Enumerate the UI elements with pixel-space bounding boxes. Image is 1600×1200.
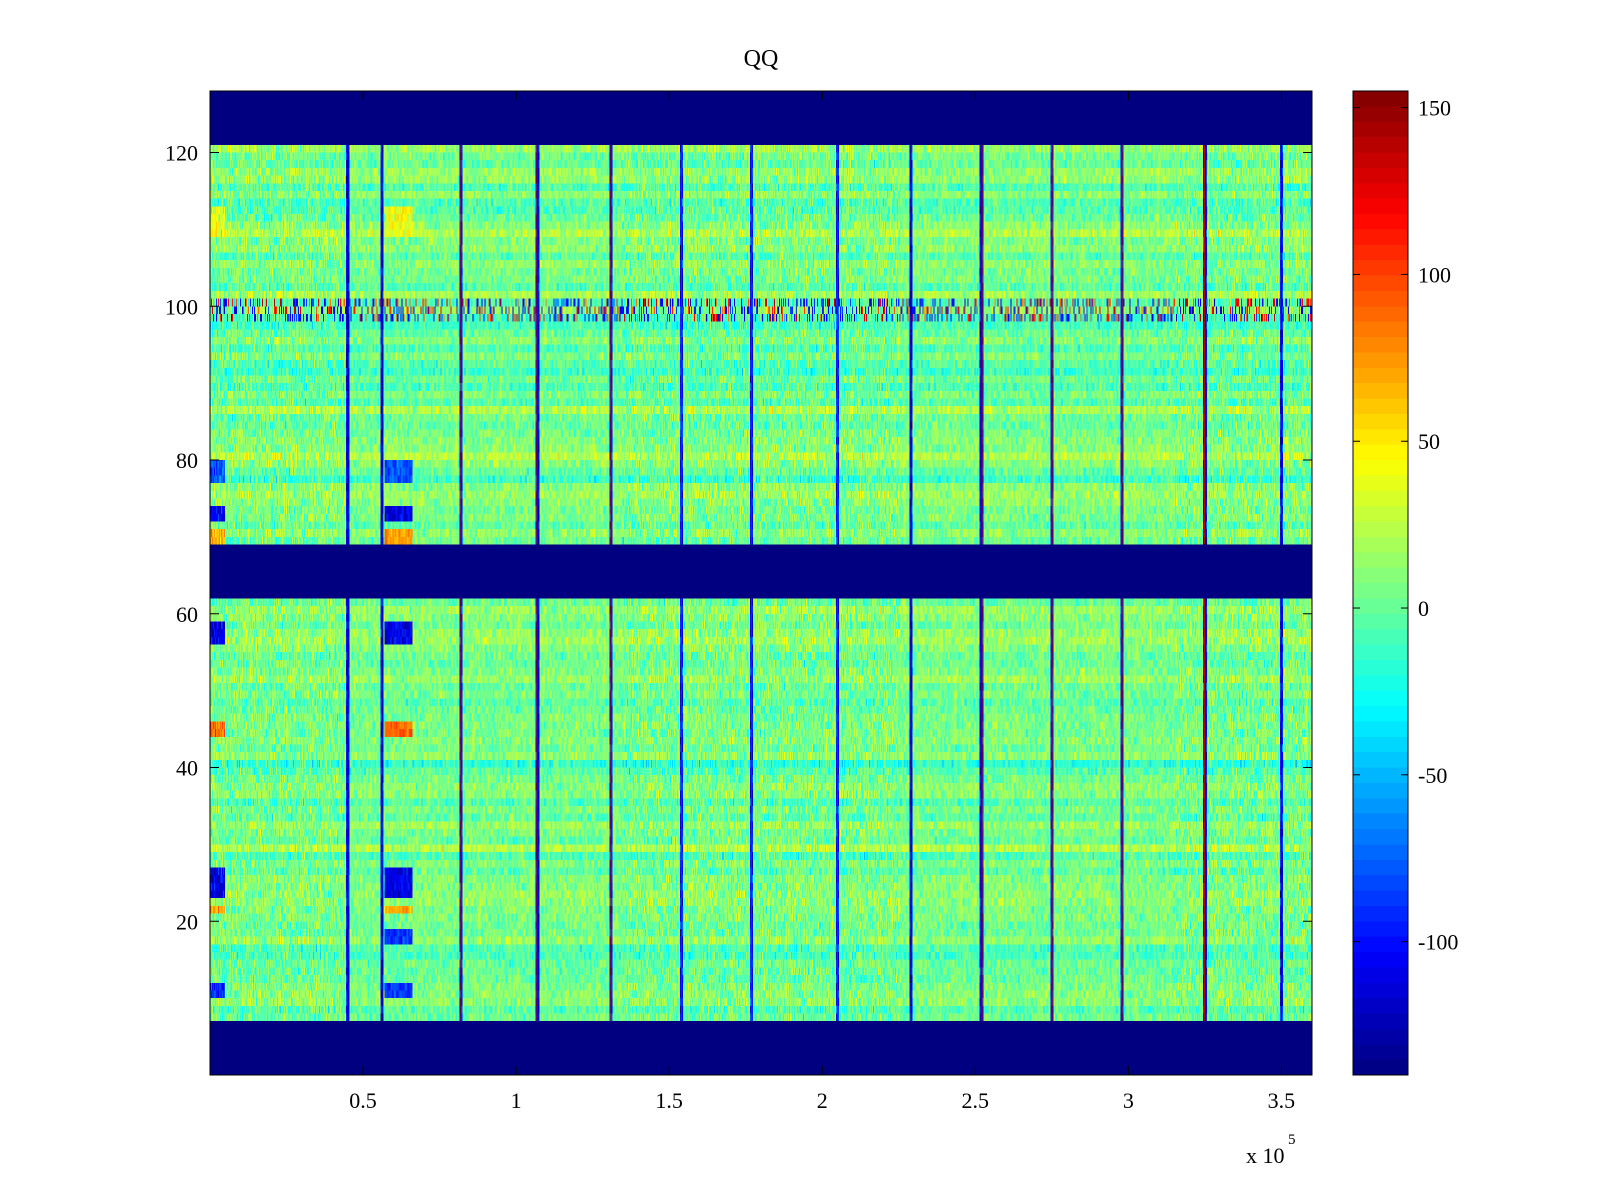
- y-axis: 20 40 60 80 100 120: [165, 141, 1312, 934]
- heatmap-image: [210, 91, 1312, 1075]
- y-tick-label: 40: [176, 756, 198, 781]
- x-tick-label: 1: [511, 1088, 522, 1113]
- x-exponent-power: 5: [1288, 1132, 1296, 1148]
- x-tick-label: 1.5: [655, 1088, 683, 1113]
- colorbar-tick-label: 100: [1418, 262, 1451, 287]
- y-tick-label: 120: [165, 141, 198, 166]
- colorbar-frame: [1352, 90, 1409, 1076]
- x-tick-label: 3.5: [1268, 1088, 1296, 1113]
- chart-title: QQ: [744, 46, 779, 72]
- colorbar-axis: 150 100 50 0 -50 -100: [1353, 96, 1458, 955]
- y-tick-label: 60: [176, 602, 198, 627]
- x-tick-label: 0.5: [349, 1088, 377, 1113]
- colorbar-tick-label: 50: [1418, 429, 1440, 454]
- colorbar-tick-label: 0: [1418, 596, 1429, 621]
- y-tick-label: 80: [176, 448, 198, 473]
- colorbar-tick-label: 150: [1418, 96, 1451, 121]
- colorbar-gradient: [1353, 91, 1408, 1075]
- x-exponent-label: x 10: [1246, 1143, 1285, 1168]
- y-tick-label: 20: [176, 909, 198, 934]
- x-axis: 0.5 1 1.5 2 2.5 3 3.5: [349, 91, 1295, 1113]
- x-tick-label: 3: [1123, 1088, 1134, 1113]
- x-tick-label: 2.5: [962, 1088, 990, 1113]
- plot-frame: [209, 90, 1313, 1076]
- y-tick-label: 100: [165, 294, 198, 319]
- x-tick-label: 2: [817, 1088, 828, 1113]
- colorbar-tick-label: -100: [1418, 930, 1458, 955]
- colorbar-tick-label: -50: [1418, 763, 1447, 788]
